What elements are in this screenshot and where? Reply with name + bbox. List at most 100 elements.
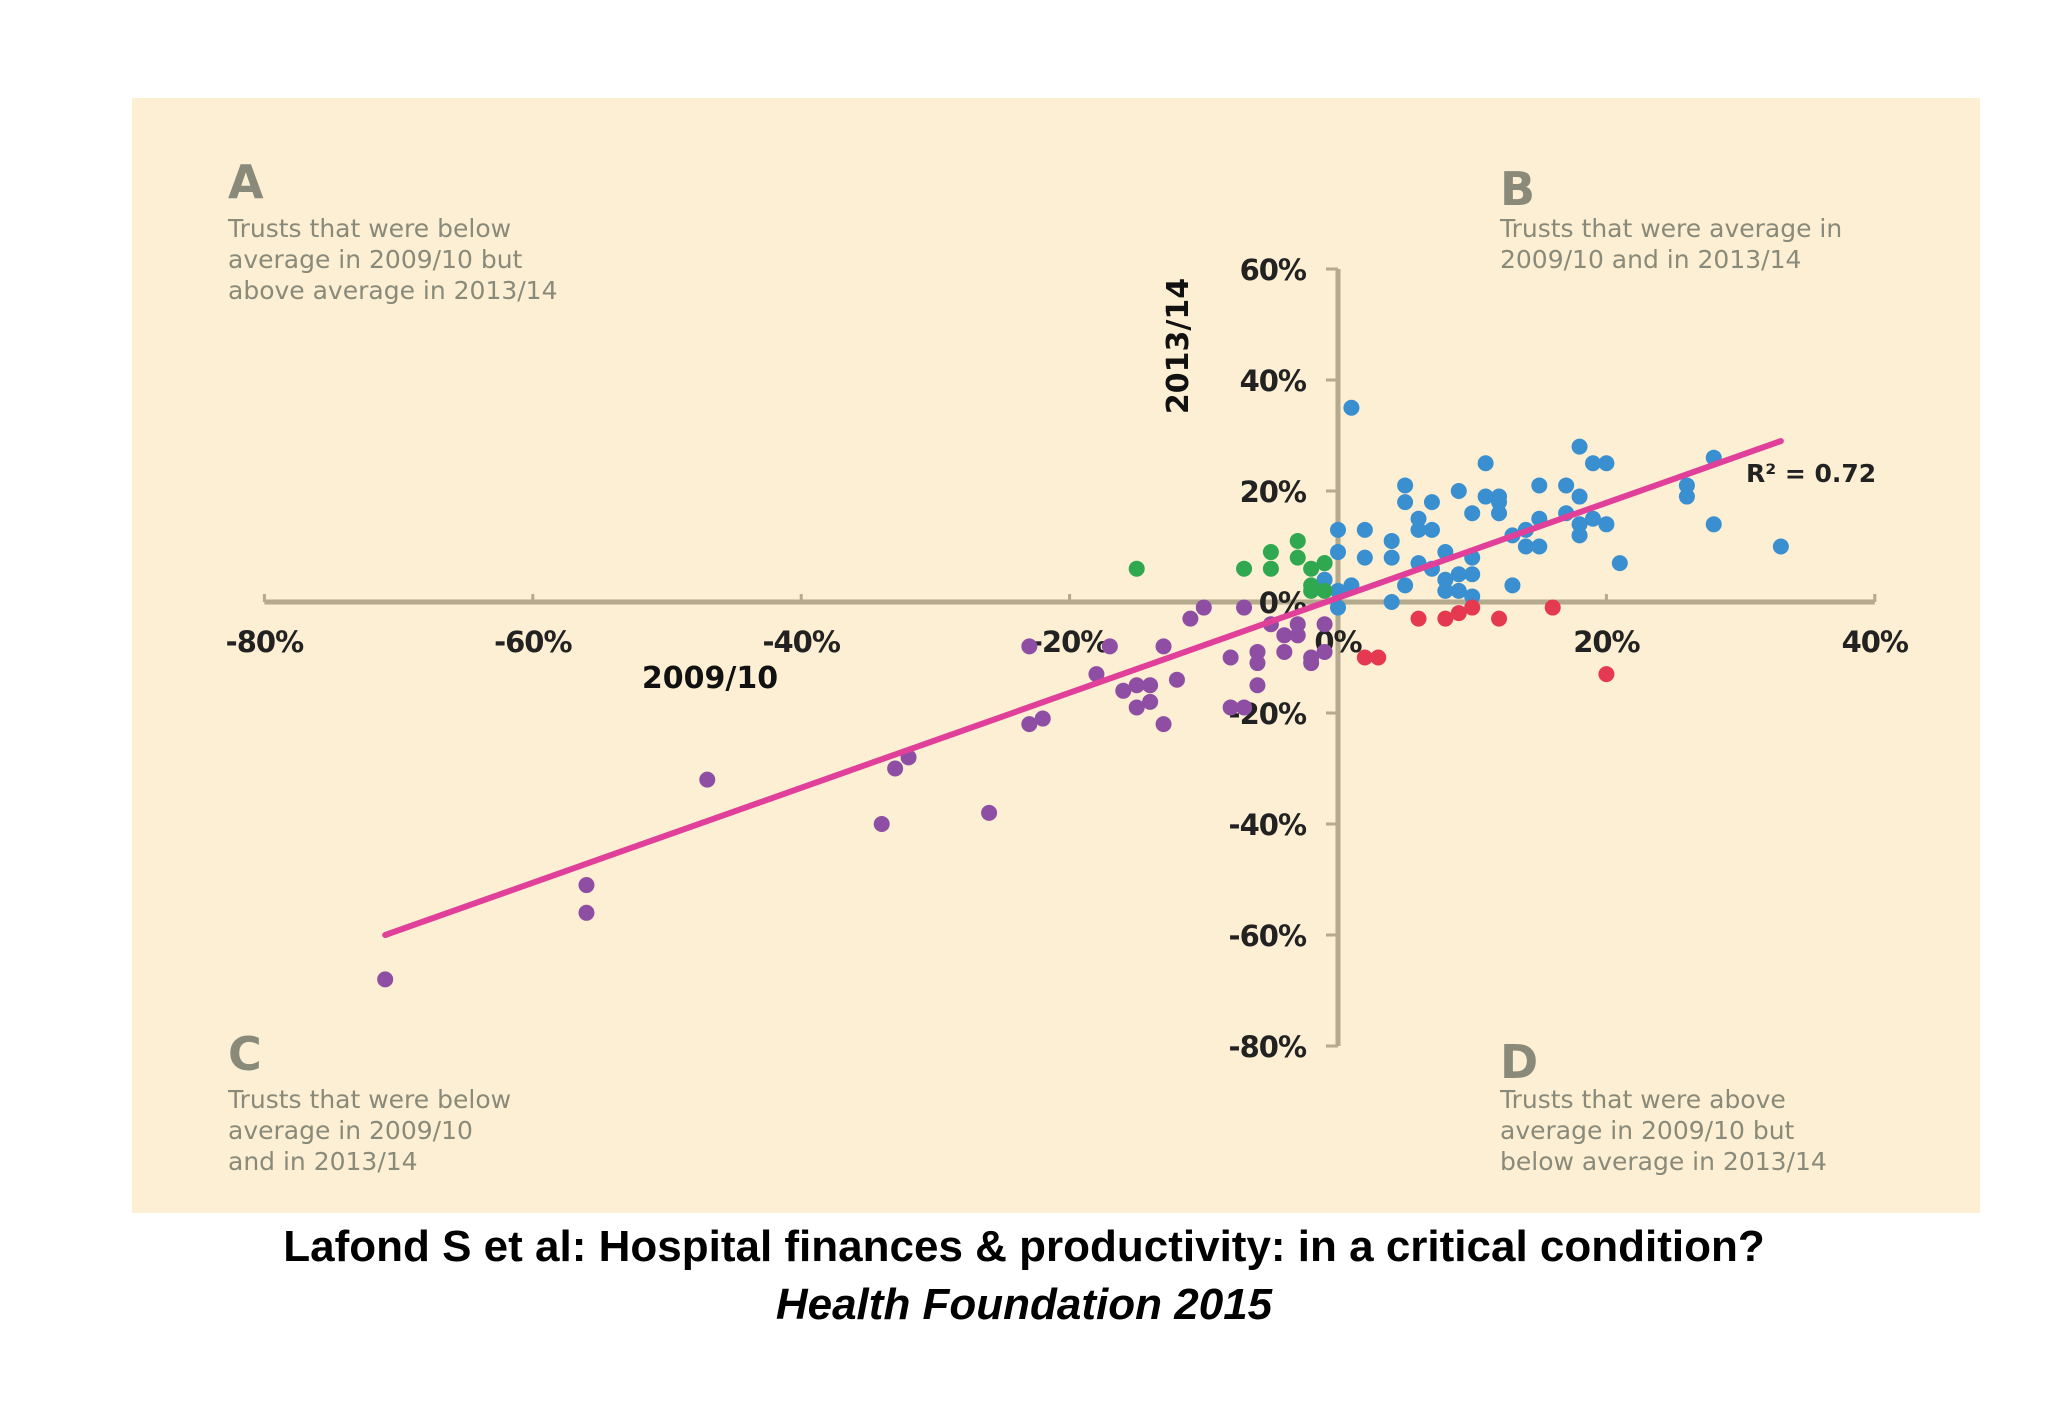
data-point [1584,510,1601,527]
data-point [1316,582,1333,599]
data-point [1276,627,1293,644]
data-point [1330,521,1346,538]
data-point [1289,616,1306,633]
data-point [1222,699,1239,716]
data-point [1182,610,1199,627]
data-point [1316,616,1333,633]
data-point [1128,699,1145,716]
data-point [1021,716,1038,733]
data-point [1410,510,1427,527]
quadrant-desc-line: Trusts that were below [227,214,511,243]
data-point [887,760,904,777]
x-tick-label: -80% [226,625,304,659]
trendline-group: R² = 0.72 [382,438,1876,938]
data-point [1517,538,1534,555]
data-point [1491,610,1508,627]
data-point [1450,582,1467,599]
y-tick-label: -40% [1229,808,1307,842]
data-point [1678,488,1695,505]
x-tick-label: -20% [1031,625,1109,659]
data-point [1034,710,1051,727]
quadrant-desc-line: 2009/10 and in 2013/14 [1500,245,1801,274]
y-axis-title: 2013/14 [1161,278,1196,414]
data-point [1276,643,1293,660]
quadrant-desc-line: below average in 2013/14 [1500,1147,1827,1176]
data-point [1772,538,1789,555]
x-tick-label: 40% [1842,625,1909,659]
data-point [1330,599,1346,616]
y-tick-label: -60% [1229,919,1307,953]
data-point [1289,532,1306,549]
data-point [578,904,595,921]
x-tick-label: 20% [1573,625,1640,659]
data-point [1303,560,1320,577]
data-point [1383,549,1400,566]
quadrant-desc-line: average in 2009/10 [228,1116,473,1145]
data-point [1289,549,1306,566]
data-point [1383,532,1400,549]
data-point [1531,477,1548,494]
quadrant-a: A Trusts that were below average in 2009… [227,155,558,305]
data-point [1611,555,1628,572]
data-point [1504,577,1521,594]
data-point [1571,516,1588,533]
quadrant-desc-line: Trusts that were below [227,1085,511,1114]
data-point [1491,488,1508,505]
data-point [1598,666,1615,683]
data-point [1437,571,1454,588]
quadrant-desc-line: and in 2013/14 [228,1147,418,1176]
quadrant-desc-line: average in 2009/10 but [1500,1116,1795,1145]
plot-background [132,98,1980,1213]
data-point [1383,594,1400,610]
data-point [1262,560,1279,577]
data-point [1678,477,1695,494]
data-point [1558,477,1575,494]
quadrant-desc-line: Trusts that were average in [1499,214,1842,243]
data-point [1544,599,1561,616]
data-point [1370,649,1387,666]
data-point [1598,455,1615,472]
x-axis-title: 2009/10 [642,661,778,696]
data-point [1477,488,1494,505]
data-point [1330,544,1346,561]
quadrant-desc-line: Trusts that were above [1499,1085,1786,1114]
data-point [1450,566,1467,583]
data-point [699,771,716,788]
quadrant-letter: C [228,1027,262,1081]
quadrant-c: C Trusts that were below average in 2009… [227,1027,511,1176]
quadrant-d: D Trusts that were above average in 2009… [1499,1035,1827,1176]
data-point [1316,643,1333,660]
data-point [1477,455,1494,472]
data-point [873,816,890,832]
data-point [1598,516,1615,533]
y-tick-label: 40% [1240,364,1307,398]
data-point [1289,627,1306,644]
data-point [1437,610,1454,627]
data-point [1088,666,1105,683]
data-point [1236,560,1253,577]
y-tick-label: -80% [1229,1030,1307,1064]
data-point [1303,582,1320,599]
data-point [1236,599,1253,616]
data-point [1450,605,1467,622]
data-point [1705,516,1722,533]
data-point [1142,677,1159,694]
data-point [1155,716,1172,733]
data-point [1316,571,1333,588]
y-tick-label: 20% [1240,475,1307,509]
data-point [1356,521,1373,538]
data-point [1450,483,1467,499]
data-point [1423,494,1440,511]
axes: -80% -60% -40% -20% 0% 20% 40%60%40%20%0%-20%-… [226,253,1910,1064]
data-point [1262,544,1279,561]
source-publisher: Health Foundation 2015 [775,1280,1273,1329]
data-point [1423,521,1440,538]
data-point [1128,560,1145,577]
data-point [1571,488,1588,505]
quadrant-desc-line: above average in 2013/14 [228,276,558,305]
data-point [1316,555,1333,572]
data-point [1464,599,1481,616]
data-point [1397,577,1414,594]
data-point [1571,438,1588,455]
